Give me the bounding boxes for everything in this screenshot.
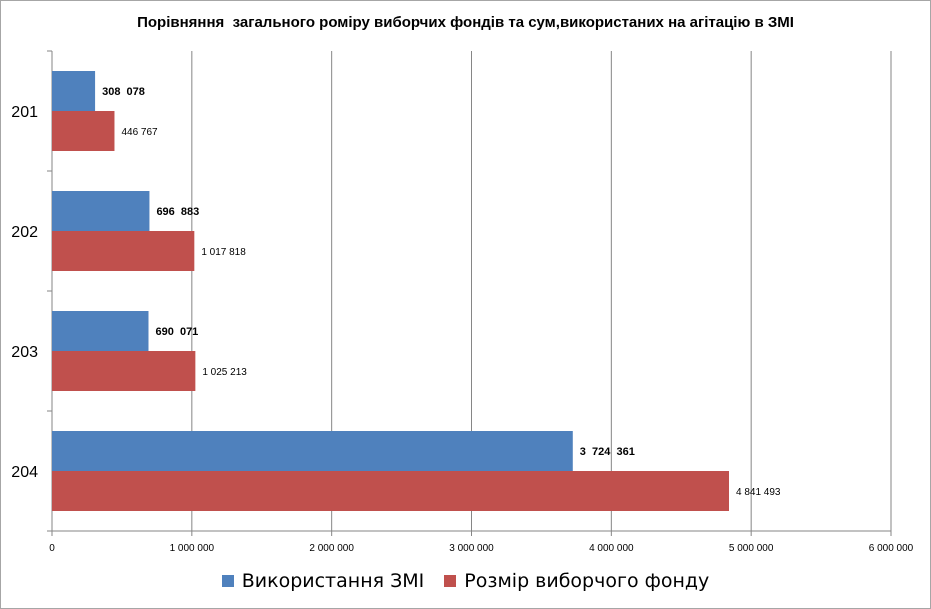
x-tick-label: 0 (49, 543, 55, 554)
legend-item-fund-size: Розмір виборчого фонду (444, 570, 709, 592)
bar-fund-size (52, 231, 195, 271)
bar-media-usage (52, 311, 149, 351)
bar-fund-size (52, 471, 730, 511)
bar-media-usage (52, 191, 150, 231)
legend-label-fund-size: Розмір виборчого фонду (464, 570, 710, 592)
y-tick-label: 202 (11, 224, 38, 241)
data-label: 3 724 361 (580, 446, 635, 458)
data-label: 690 071 (155, 326, 198, 338)
legend-swatch-media-usage (221, 575, 234, 587)
chart-title: Порівняння загального роміру виборчих фо… (137, 14, 794, 31)
x-tick-label: 2 000 000 (309, 543, 354, 554)
x-tick-label: 3 000 000 (449, 543, 494, 554)
y-tick-label: 201 (11, 104, 38, 121)
bar-fund-size (52, 111, 115, 151)
legend-item-media-usage: Використання ЗМІ (221, 570, 425, 592)
data-label: 4 841 493 (736, 487, 781, 498)
legend-swatch-fund-size (444, 575, 457, 587)
bar-fund-size (52, 351, 196, 391)
y-tick-label: 204 (11, 464, 38, 481)
bar-media-usage (52, 71, 96, 111)
x-tick-label: 4 000 000 (589, 543, 634, 554)
data-label: 308 078 (102, 86, 145, 98)
x-tick-label: 1 000 000 (170, 543, 215, 554)
bar-media-usage (52, 431, 573, 471)
y-tick-label: 203 (11, 344, 38, 361)
data-label: 696 883 (156, 206, 199, 218)
x-tick-label: 6 000 000 (869, 543, 914, 554)
data-label: 1 025 213 (202, 367, 247, 378)
x-tick-label: 5 000 000 (729, 543, 774, 554)
data-label: 1 017 818 (201, 247, 246, 258)
data-label: 446 767 (121, 127, 158, 138)
legend-label-media-usage: Використання ЗМІ (241, 570, 425, 592)
legend: Використання ЗМІ Розмір виборчого фонду (0, 570, 931, 592)
